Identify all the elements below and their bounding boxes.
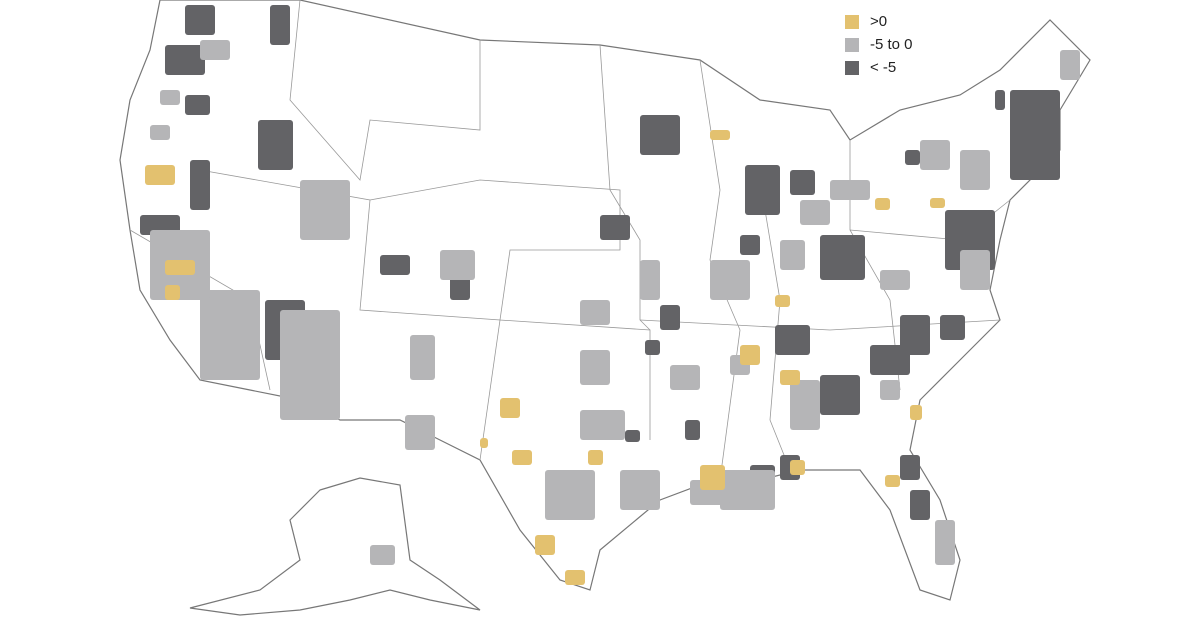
- metro-area: [710, 260, 750, 300]
- metro-area: [580, 350, 610, 385]
- metro-area: [200, 290, 260, 380]
- metro-area: [875, 198, 890, 210]
- metro-area: [720, 470, 775, 510]
- metro-area: [995, 90, 1005, 110]
- metro-area: [790, 380, 820, 430]
- legend-swatch: [845, 15, 859, 29]
- metro-area: [620, 470, 660, 510]
- metro-area: [145, 165, 175, 185]
- legend-label: -5 to 0: [870, 36, 913, 53]
- metro-area: [710, 130, 730, 140]
- metro-area: [165, 285, 180, 300]
- metro-area: [910, 490, 930, 520]
- metro-area: [820, 235, 865, 280]
- metro-area: [790, 170, 815, 195]
- metro-area: [200, 40, 230, 60]
- metro-area: [588, 450, 603, 465]
- metro-area: [645, 340, 660, 355]
- legend-swatch: [845, 38, 859, 52]
- metro-area: [380, 255, 410, 275]
- metro-area: [740, 235, 760, 255]
- metro-area: [880, 270, 910, 290]
- metro-area: [905, 150, 920, 165]
- metro-area: [780, 240, 805, 270]
- legend-label: >0: [870, 13, 887, 30]
- metro-area: [625, 430, 640, 442]
- metro-area: [700, 465, 725, 490]
- metro-area: [185, 95, 210, 115]
- metro-area: [440, 250, 475, 280]
- metro-area: [935, 520, 955, 565]
- alaska-outline: [189, 477, 481, 616]
- metro-area: [900, 315, 930, 355]
- legend-label: < -5: [870, 59, 896, 76]
- metro-area: [600, 215, 630, 240]
- legend: >0 -5 to 0 < -5: [845, 13, 913, 76]
- metro-area: [960, 150, 990, 190]
- metro-area: [780, 370, 800, 385]
- metro-area: [165, 45, 205, 75]
- metro-area: [565, 570, 585, 585]
- metro-area: [1010, 90, 1060, 180]
- metro-area: [640, 260, 660, 300]
- metro-area: [300, 180, 350, 240]
- metro-area: [775, 295, 790, 307]
- metro-area: [820, 375, 860, 415]
- metro-area: [685, 420, 700, 440]
- metro-area: [800, 200, 830, 225]
- metro-area: [258, 120, 293, 170]
- metro-area: [190, 160, 210, 210]
- metro-area: [960, 250, 990, 290]
- metro-area: [870, 345, 910, 375]
- metro-area: [535, 535, 555, 555]
- metro-area: [410, 335, 435, 380]
- metro-area: [900, 455, 920, 480]
- metro-area: [405, 415, 435, 450]
- metro-area: [790, 460, 805, 475]
- metro-area: [370, 545, 395, 565]
- metro-area: [920, 140, 950, 170]
- metro-area: [910, 405, 922, 420]
- metro-area: [545, 470, 595, 520]
- metro-area: [1060, 50, 1080, 80]
- metro-area: [640, 115, 680, 155]
- metro-area: [165, 260, 195, 275]
- metro-area: [580, 300, 610, 325]
- metro-area: [150, 125, 170, 140]
- metro-area: [930, 198, 945, 208]
- metro-area: [885, 475, 900, 487]
- metro-area: [512, 450, 532, 465]
- metro-area: [745, 165, 780, 215]
- metro-area: [660, 305, 680, 330]
- metro-area: [830, 180, 870, 200]
- metro-area: [160, 90, 180, 105]
- metro-area: [280, 310, 340, 420]
- metro-area: [740, 345, 760, 365]
- metro-area: [940, 315, 965, 340]
- legend-swatch: [845, 61, 859, 75]
- metro-area: [500, 398, 520, 418]
- metro-area: [185, 5, 215, 35]
- metro-area: [670, 365, 700, 390]
- metro-area: [480, 438, 488, 448]
- metro-area: [880, 380, 900, 400]
- metro-area: [580, 410, 625, 440]
- metro-area: [775, 325, 810, 355]
- metro-area: [270, 5, 290, 45]
- metro-areas: [140, 5, 1080, 585]
